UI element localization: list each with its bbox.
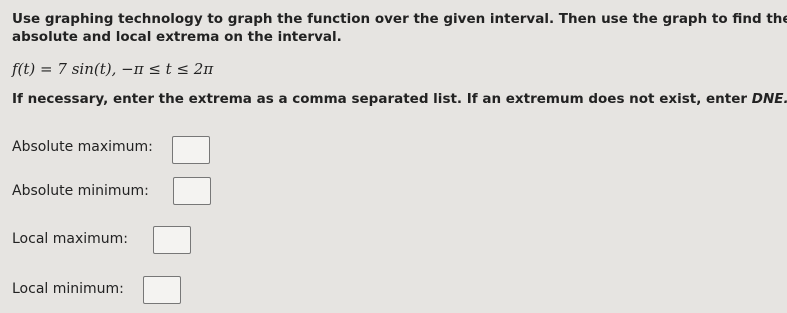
answer-input[interactable] <box>143 276 181 304</box>
field-label: Local maximum: <box>12 231 128 247</box>
answer-input[interactable] <box>173 177 211 205</box>
field-label: Absolute maximum: <box>12 139 153 155</box>
answer-input[interactable] <box>153 226 191 254</box>
note: If necessary, enter the extrema as a com… <box>12 91 787 107</box>
formula: f(t) = 7 sin(t), −π ≤ t ≤ 2π <box>12 60 214 78</box>
instruction-line: Use graphing technology to graph the fun… <box>12 11 787 27</box>
note-emphasis: DNE. <box>751 91 787 107</box>
note-text: If necessary, enter the extrema as a com… <box>12 91 752 107</box>
field-label: Local minimum: <box>12 281 124 297</box>
answer-input[interactable] <box>172 136 210 164</box>
field-label: Absolute minimum: <box>12 183 149 199</box>
instruction-line: absolute and local extrema on the interv… <box>12 29 342 45</box>
